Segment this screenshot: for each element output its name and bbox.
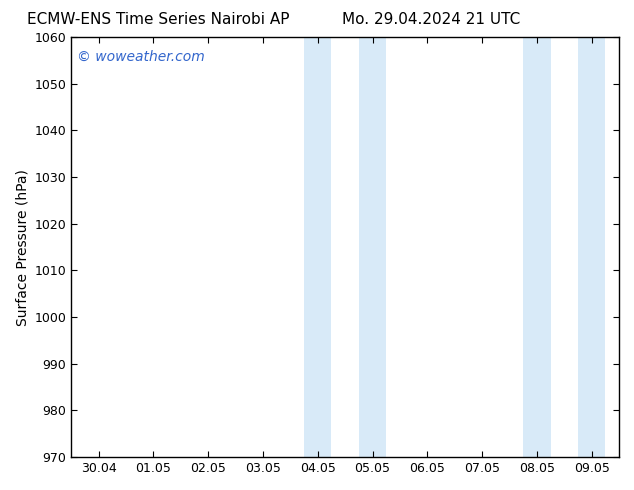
Title: ECMW-ENS Time Series Nairobi AP        Mo. 29.04.2024 21 UTC: ECMW-ENS Time Series Nairobi AP Mo. 29.0… <box>0 489 1 490</box>
Y-axis label: Surface Pressure (hPa): Surface Pressure (hPa) <box>15 169 29 325</box>
Bar <box>578 37 605 457</box>
Bar <box>304 37 332 457</box>
Bar <box>523 37 550 457</box>
Text: ECMW-ENS Time Series Nairobi AP: ECMW-ENS Time Series Nairobi AP <box>27 12 290 27</box>
Text: © woweather.com: © woweather.com <box>77 50 205 64</box>
Bar <box>359 37 386 457</box>
Text: Mo. 29.04.2024 21 UTC: Mo. 29.04.2024 21 UTC <box>342 12 521 27</box>
